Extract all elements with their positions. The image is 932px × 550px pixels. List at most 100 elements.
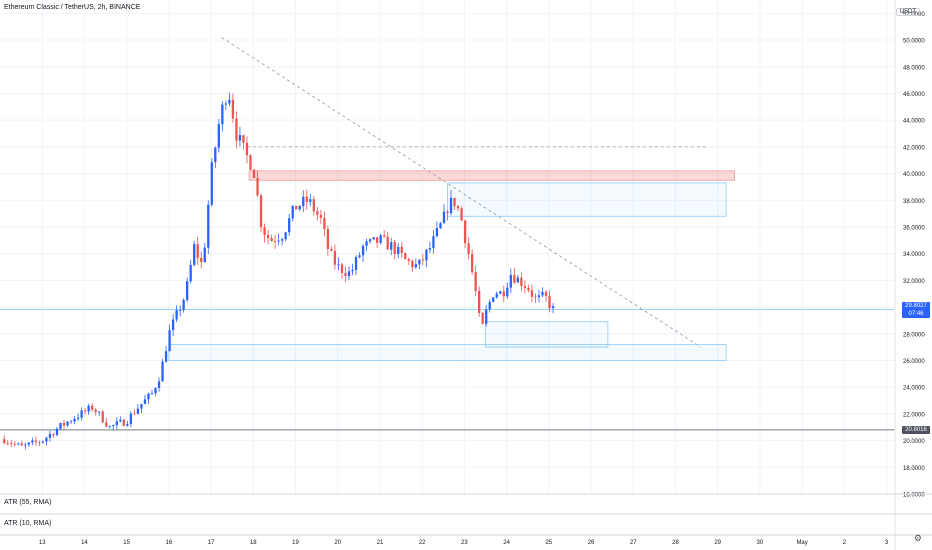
candle bbox=[62, 423, 66, 426]
y-tick-label: 18.0000 bbox=[903, 466, 925, 472]
candle bbox=[354, 257, 358, 270]
x-tick-label: 3 bbox=[885, 540, 889, 546]
candle bbox=[439, 223, 442, 229]
currency-unit-label[interactable]: USDT bbox=[895, 8, 920, 16]
candle bbox=[281, 239, 284, 241]
candle bbox=[147, 393, 150, 400]
candle bbox=[495, 293, 498, 298]
candle bbox=[432, 236, 435, 249]
x-tick-label: 30 bbox=[757, 540, 764, 546]
candle bbox=[288, 218, 291, 233]
candle bbox=[115, 421, 118, 426]
candle bbox=[534, 296, 537, 298]
candle bbox=[506, 287, 509, 297]
atr-55-label[interactable]: ATR (55, RMA) bbox=[4, 499, 52, 506]
reference-price-tag: 20.8016 bbox=[902, 425, 930, 434]
x-tick-label: 28 bbox=[672, 540, 679, 546]
y-tick-label: 26.0000 bbox=[903, 359, 925, 365]
support-zone bbox=[485, 321, 609, 348]
candle bbox=[548, 296, 551, 309]
candle bbox=[126, 423, 129, 426]
candle bbox=[161, 361, 164, 382]
candle bbox=[467, 243, 470, 255]
x-tick-label: 23 bbox=[461, 540, 468, 546]
support-zone bbox=[168, 344, 727, 361]
candle bbox=[108, 426, 111, 427]
candle bbox=[20, 443, 23, 446]
candle bbox=[302, 196, 305, 206]
x-tick-label: 25 bbox=[545, 540, 552, 546]
y-tick-label: 22.0000 bbox=[903, 412, 925, 418]
trendline bbox=[221, 37, 702, 348]
gear-icon[interactable]: ⚙ bbox=[913, 533, 922, 543]
candle bbox=[460, 208, 463, 221]
candle bbox=[453, 197, 456, 207]
x-tick-label: 17 bbox=[208, 540, 215, 546]
candle bbox=[456, 206, 460, 209]
x-tick-label: 15 bbox=[123, 540, 130, 546]
candle bbox=[38, 442, 41, 443]
candle bbox=[372, 237, 375, 240]
candle bbox=[24, 444, 27, 446]
candle bbox=[414, 264, 417, 268]
candle bbox=[91, 405, 94, 410]
x-tick-label: 27 bbox=[630, 540, 637, 546]
candle bbox=[136, 408, 140, 414]
candle bbox=[119, 419, 122, 422]
candle bbox=[520, 277, 523, 287]
candle bbox=[544, 291, 548, 297]
atr-10-label[interactable]: ATR (10, RMA) bbox=[4, 520, 52, 527]
candle bbox=[316, 211, 319, 215]
candle bbox=[284, 232, 287, 240]
candle bbox=[182, 299, 185, 310]
candle bbox=[129, 413, 133, 424]
candle bbox=[87, 405, 90, 412]
last-price-tag: 29.8027 07:46 bbox=[902, 301, 930, 318]
candle bbox=[488, 301, 491, 310]
x-tick-label: 14 bbox=[81, 540, 88, 546]
x-tick-label: 21 bbox=[377, 540, 384, 546]
candle bbox=[277, 240, 280, 242]
candle bbox=[224, 103, 228, 105]
x-tick-label: 13 bbox=[39, 540, 46, 546]
candle bbox=[513, 274, 516, 283]
candle bbox=[390, 242, 393, 250]
candle bbox=[242, 135, 245, 143]
candle bbox=[48, 434, 52, 438]
candle bbox=[379, 235, 382, 243]
candle bbox=[235, 118, 238, 141]
candle bbox=[330, 248, 333, 251]
y-tick-label: 34.0000 bbox=[903, 252, 925, 258]
candle bbox=[319, 214, 322, 218]
candle bbox=[492, 297, 495, 302]
candle bbox=[214, 147, 217, 163]
x-tick-label: 2 bbox=[843, 540, 847, 546]
candle bbox=[295, 205, 298, 210]
x-tick-label: 26 bbox=[588, 540, 595, 546]
candle bbox=[34, 440, 38, 443]
last-price-value: 29.8027 bbox=[905, 302, 927, 309]
candle bbox=[383, 235, 386, 237]
candle bbox=[481, 313, 484, 324]
candle bbox=[273, 240, 277, 242]
candle bbox=[203, 247, 206, 262]
chart-title: Ethereum Classic / TetherUS, 2h, BINANCE bbox=[4, 4, 141, 11]
candle bbox=[386, 236, 389, 250]
candle bbox=[305, 196, 308, 202]
candle bbox=[73, 418, 76, 422]
candle bbox=[411, 260, 414, 268]
candle bbox=[309, 199, 312, 202]
reference-price-value: 20.8016 bbox=[905, 426, 927, 433]
x-tick-label: 19 bbox=[292, 540, 299, 546]
candle bbox=[228, 99, 231, 104]
candle bbox=[485, 309, 488, 324]
candle bbox=[13, 443, 16, 445]
y-tick-label: 52.0000 bbox=[903, 12, 925, 18]
candle bbox=[178, 309, 182, 311]
candle bbox=[509, 274, 512, 288]
candle bbox=[245, 142, 249, 156]
candle bbox=[168, 330, 171, 352]
candle bbox=[55, 428, 59, 436]
